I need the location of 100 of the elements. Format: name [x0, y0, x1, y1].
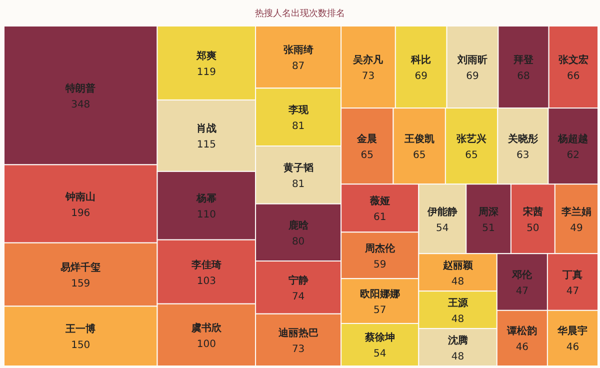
category-label: 杨幂 — [195, 192, 216, 205]
category-label: 关晓彤 — [506, 133, 539, 146]
category-label: 周杰伦 — [364, 242, 396, 254]
data-label: 73 — [292, 344, 305, 355]
cell: 郑爽 119 — [156, 26, 256, 100]
cell: 丁真 47 — [546, 253, 598, 311]
category-label: 宁静 — [288, 274, 308, 286]
category-label: 王俊凯 — [403, 133, 434, 146]
cell: 杨幂 110 — [156, 170, 256, 240]
data-label: 69 — [414, 71, 428, 82]
data-label: 59 — [373, 259, 386, 270]
cell: 李现 81 — [255, 88, 342, 146]
data-label: 196 — [71, 208, 90, 219]
data-label: 348 — [71, 99, 90, 110]
cell: 薇娅 61 — [340, 184, 420, 233]
data-label: 69 — [466, 71, 479, 82]
category-label: 丁真 — [562, 269, 583, 281]
cell: 张雨绮 87 — [255, 26, 342, 89]
category-label: 钟南山 — [64, 190, 96, 203]
cell: 周杰伦 59 — [340, 232, 420, 280]
cell: 伊能静 54 — [418, 184, 467, 254]
cell: 王俊凯 65 — [392, 108, 446, 185]
category-label: 易烊千玺 — [60, 262, 101, 274]
data-label: 62 — [566, 150, 580, 162]
cell: 欧阳娜娜 57 — [340, 278, 420, 324]
cell: 李佳琦 103 — [156, 239, 256, 304]
cell: 特朗普 348 — [4, 26, 158, 166]
cell: 刘雨昕 69 — [446, 26, 499, 109]
category-label: 鹿晗 — [287, 219, 310, 232]
cell: 周深 51 — [466, 184, 512, 254]
cell: 肖战 115 — [156, 99, 256, 172]
category-label: 吴亦凡 — [352, 54, 384, 66]
cell: 张文宏 66 — [548, 26, 598, 109]
category-label: 赵丽颖 — [442, 259, 474, 272]
data-label: 115 — [196, 140, 216, 151]
cell: 拜登 68 — [498, 26, 550, 109]
category-label: 薇娅 — [368, 195, 390, 208]
category-label: 李现 — [287, 104, 310, 116]
cell: 沈腾 48 — [418, 328, 498, 366]
data-label: 51 — [482, 222, 495, 234]
category-label: 张雨绮 — [283, 44, 314, 56]
cell: 钟南山 196 — [4, 164, 158, 244]
data-label: 110 — [196, 210, 216, 221]
category-label: 宋茜 — [522, 206, 543, 218]
cell: 金晨 65 — [340, 108, 394, 185]
title: 热搜人名出现次数排名 — [255, 9, 345, 19]
category-label: 华晨宇 — [556, 325, 588, 338]
cell: 黄子韬 81 — [255, 146, 342, 204]
cell: 宁静 74 — [255, 260, 342, 314]
category-label: 邓伦 — [511, 269, 534, 281]
cell: 虞书欣 100 — [156, 303, 256, 366]
data-label: 50 — [526, 222, 540, 234]
cell: 杨超越 62 — [548, 108, 598, 185]
data-label: 57 — [373, 305, 386, 316]
data-label: 66 — [567, 71, 580, 82]
cell: 蔡徐坤 54 — [340, 322, 420, 366]
data-label: 87 — [292, 61, 305, 72]
cell: 邓伦 47 — [496, 253, 548, 311]
data-label: 48 — [451, 314, 464, 325]
data-label: 73 — [362, 71, 375, 82]
data-label: 54 — [436, 222, 449, 234]
data-label: 63 — [516, 150, 530, 162]
category-label: 郑爽 — [195, 50, 218, 62]
category-label: 周深 — [478, 206, 500, 218]
category-label: 谭松韵 — [506, 325, 538, 338]
cell: 赵丽颖 48 — [418, 253, 498, 292]
category-label: 沈腾 — [446, 334, 468, 346]
data-label: 46 — [516, 342, 529, 354]
cell: 谭松韵 46 — [496, 310, 548, 366]
data-label: 74 — [292, 291, 305, 302]
data-label: 159 — [71, 278, 90, 290]
data-label: 65 — [465, 150, 478, 162]
category-label: 黄子韬 — [282, 162, 314, 174]
category-label: 迪丽热巴 — [277, 326, 318, 339]
data-label: 46 — [566, 342, 580, 354]
data-label: 68 — [517, 71, 530, 82]
cell: 宋茜 50 — [510, 184, 556, 254]
category-label: 蔡徐坤 — [364, 332, 395, 344]
cell: 迪丽热巴 73 — [255, 313, 342, 366]
data-label: 81 — [292, 178, 305, 190]
category-label: 肖战 — [196, 122, 216, 135]
data-label: 61 — [373, 212, 386, 224]
cell: 关晓彤 63 — [497, 108, 549, 185]
category-label: 杨超越 — [557, 133, 588, 146]
category-label: 王一博 — [64, 323, 96, 336]
category-label: 虞书欣 — [190, 322, 222, 334]
category-label: 张文宏 — [558, 54, 588, 66]
data-label: 48 — [451, 276, 464, 288]
data-label: 49 — [570, 222, 583, 234]
category-label: 刘雨昕 — [456, 54, 488, 66]
data-label: 65 — [412, 150, 426, 162]
data-label: 80 — [292, 236, 305, 248]
data-label: 119 — [196, 66, 216, 78]
category-label: 科比 — [410, 54, 432, 66]
data-label: 54 — [373, 348, 386, 360]
cell: 科比 69 — [394, 26, 448, 109]
data-label: 103 — [196, 276, 216, 287]
data-label: 100 — [196, 338, 216, 350]
data-label: 65 — [360, 150, 374, 162]
cell: 鹿晗 80 — [255, 203, 342, 262]
